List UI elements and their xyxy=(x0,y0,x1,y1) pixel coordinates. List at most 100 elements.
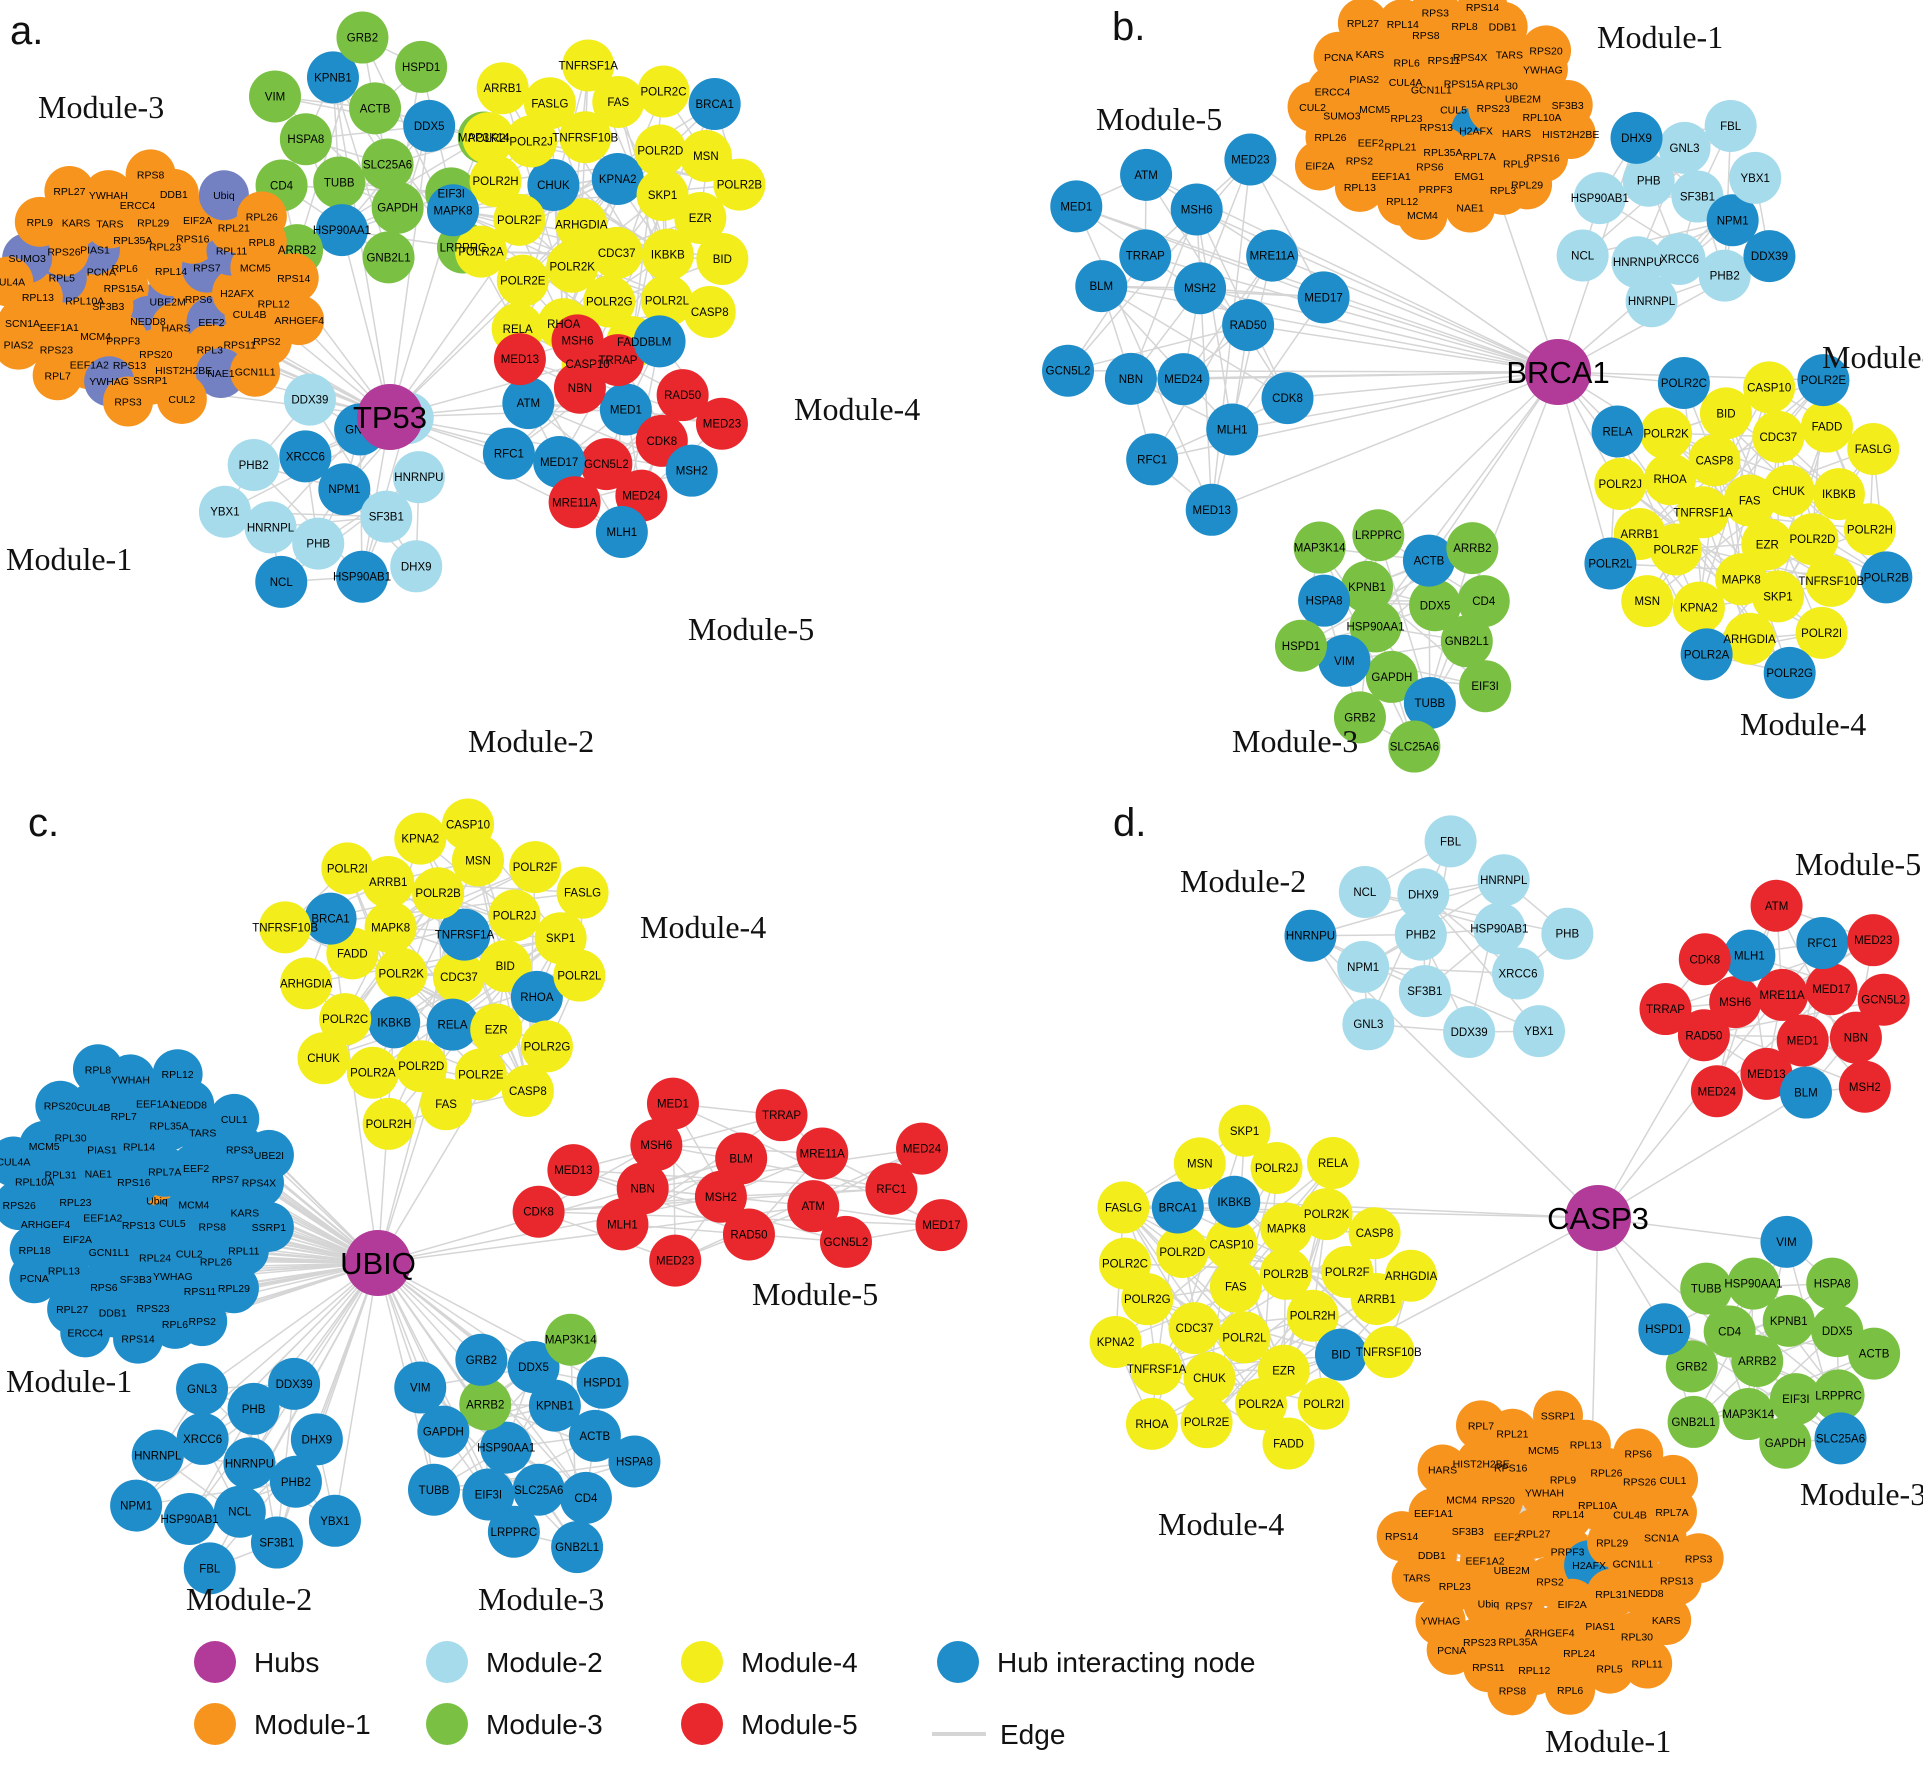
node-RAD50 xyxy=(1677,1009,1730,1062)
node-MED23 xyxy=(1847,914,1900,967)
node-label-RPS4X: RPS4X xyxy=(1453,52,1487,64)
node-label-MAPK8: MAPK8 xyxy=(1722,574,1761,586)
node-label-GCN1L1: GCN1L1 xyxy=(235,367,276,379)
node-POLR2G xyxy=(583,275,636,328)
node-label-HIST2H2BE: HIST2H2BE xyxy=(1453,1458,1510,1470)
hub-edge xyxy=(1597,1091,1807,1219)
node-MAPK8 xyxy=(364,901,417,954)
node-label-RPS3: RPS3 xyxy=(1685,1553,1713,1565)
node-label-ARRB1: ARRB1 xyxy=(369,877,407,889)
node-FBL xyxy=(1704,99,1757,152)
node-label-POLR2F: POLR2F xyxy=(513,862,558,874)
node-RPS3 xyxy=(1673,1533,1724,1584)
node-label-GNB2L1: GNB2L1 xyxy=(1445,636,1489,648)
node-label-NBN: NBN xyxy=(568,383,592,395)
node-SLC25A6 xyxy=(1814,1412,1867,1465)
node-label-RPS8: RPS8 xyxy=(1499,1685,1527,1697)
node-NPM1 xyxy=(318,463,371,516)
node-CUL2 xyxy=(1287,81,1338,132)
node-EZR xyxy=(674,191,727,244)
node-label-EEF1A1: EEF1A1 xyxy=(40,322,79,334)
node-label-PCNA: PCNA xyxy=(87,266,116,278)
node-label-RPL18: RPL18 xyxy=(19,1245,51,1257)
node-NCL xyxy=(255,555,308,608)
node-label-POLR2G: POLR2G xyxy=(1124,1294,1171,1306)
node-DDX5 xyxy=(507,1341,560,1394)
hub-edge xyxy=(248,1262,379,1464)
node-label-CUL4A: CUL4A xyxy=(1389,77,1423,89)
panel-b: MSH2 MED24 TRRAP RAD50 NBN MSH6 MLH1 BLM MRE11A R… xyxy=(1042,0,1923,773)
node-RPS3 xyxy=(103,376,154,427)
node-label-POLR2H: POLR2H xyxy=(1290,1311,1336,1323)
node-label-LRPPRC: LRPPRC xyxy=(440,243,487,255)
node-DDX39 xyxy=(1443,1005,1496,1058)
node-label-NAE1: NAE1 xyxy=(1456,203,1484,215)
node-label-RPL35A: RPL35A xyxy=(1423,147,1462,159)
node-label-RPL24: RPL24 xyxy=(139,1253,171,1265)
node-label-POLR2B: POLR2B xyxy=(717,180,763,192)
node-label-POLR2A: POLR2A xyxy=(458,247,504,259)
node-label-FASLG: FASLG xyxy=(564,888,601,900)
node-label-POLR2C: POLR2C xyxy=(640,87,686,99)
node-label-PHB: PHB xyxy=(1556,929,1580,941)
hub-node-UBIQ xyxy=(345,1230,411,1296)
node-VIM xyxy=(249,70,302,123)
node-label-VIM: VIM xyxy=(1334,656,1354,668)
node-POLR2K xyxy=(546,240,599,293)
node-KPNB1 xyxy=(306,51,359,104)
node-label-POLR2L: POLR2L xyxy=(1222,1332,1267,1344)
node-ARRB1 xyxy=(362,855,415,908)
node-POLR2A xyxy=(1235,1378,1288,1431)
edge xyxy=(136,1481,297,1507)
node-NBN xyxy=(1829,1011,1882,1064)
edge xyxy=(1195,209,1233,430)
node-label-MED24: MED24 xyxy=(1698,1086,1737,1098)
module-label-module-3: Module-3 xyxy=(1800,1476,1923,1512)
node-label-RPL35A: RPL35A xyxy=(1498,1637,1537,1649)
panel-c: CDC37 POLR2K TNFRSF1A RELA MAPK8 BID IKBKB POLR… xyxy=(0,798,968,1617)
node-label-ATM: ATM xyxy=(1134,170,1157,182)
node-label-RPL5: RPL5 xyxy=(49,273,75,285)
hub-node-TP53 xyxy=(357,384,423,450)
node-label-POLR2C: POLR2C xyxy=(322,1014,368,1026)
node-label-EIF2A: EIF2A xyxy=(63,1234,92,1246)
node-HARS xyxy=(1417,1444,1468,1495)
node-label-ACTB: ACTB xyxy=(1859,1349,1890,1361)
node-label-CHUK: CHUK xyxy=(1772,486,1805,498)
node-label-HSP90AB1: HSP90AB1 xyxy=(1470,924,1528,936)
node-label-NEDD8: NEDD8 xyxy=(171,1100,207,1112)
node-FAS xyxy=(1723,474,1776,527)
node-label-HSPD1: HSPD1 xyxy=(402,62,440,74)
node-RAD50 xyxy=(656,369,709,422)
node-BLM xyxy=(1779,1066,1832,1119)
node-label-NAE1: NAE1 xyxy=(85,1168,113,1180)
node-label-HIST2H2BE: HIST2H2BE xyxy=(155,365,212,377)
node-HSPA8 xyxy=(608,1435,661,1488)
module-label-module-1: Module-1 xyxy=(1597,19,1723,55)
node-label-BLM: BLM xyxy=(648,336,672,348)
node-label-CDC37: CDC37 xyxy=(1176,1323,1214,1335)
node-label-POLR2D: POLR2D xyxy=(398,1061,444,1073)
node-MLH1 xyxy=(1723,929,1776,982)
node-label-GNB2L1: GNB2L1 xyxy=(366,252,410,264)
node-label-GAPDH: GAPDH xyxy=(423,1427,464,1439)
node-MSH2 xyxy=(694,1170,747,1223)
node-label-TARS: TARS xyxy=(189,1127,216,1139)
node-RPS26 xyxy=(0,1180,45,1231)
node-label-POLR2J: POLR2J xyxy=(1599,479,1642,491)
node-label-MSH6: MSH6 xyxy=(1719,997,1751,1009)
node-label-NBN: NBN xyxy=(631,1183,655,1195)
node-label-BLM: BLM xyxy=(1089,281,1113,293)
node-PHB2 xyxy=(227,438,280,491)
node-label-RPS3: RPS3 xyxy=(114,396,142,408)
node-label-Ubiq: Ubiq xyxy=(146,1195,168,1207)
node-SKP1 xyxy=(636,168,689,221)
node-label-EZR: EZR xyxy=(1272,1366,1295,1378)
node-TRRAP xyxy=(1119,229,1172,282)
node-POLR2L xyxy=(640,274,693,327)
node-MSH6 xyxy=(1709,976,1762,1029)
node-CASP8 xyxy=(1348,1207,1401,1260)
hub-edge xyxy=(1428,371,1559,561)
node-label-BRCA1: BRCA1 xyxy=(1159,1202,1197,1214)
module-label-module-2: Module-2 xyxy=(1822,339,1923,375)
